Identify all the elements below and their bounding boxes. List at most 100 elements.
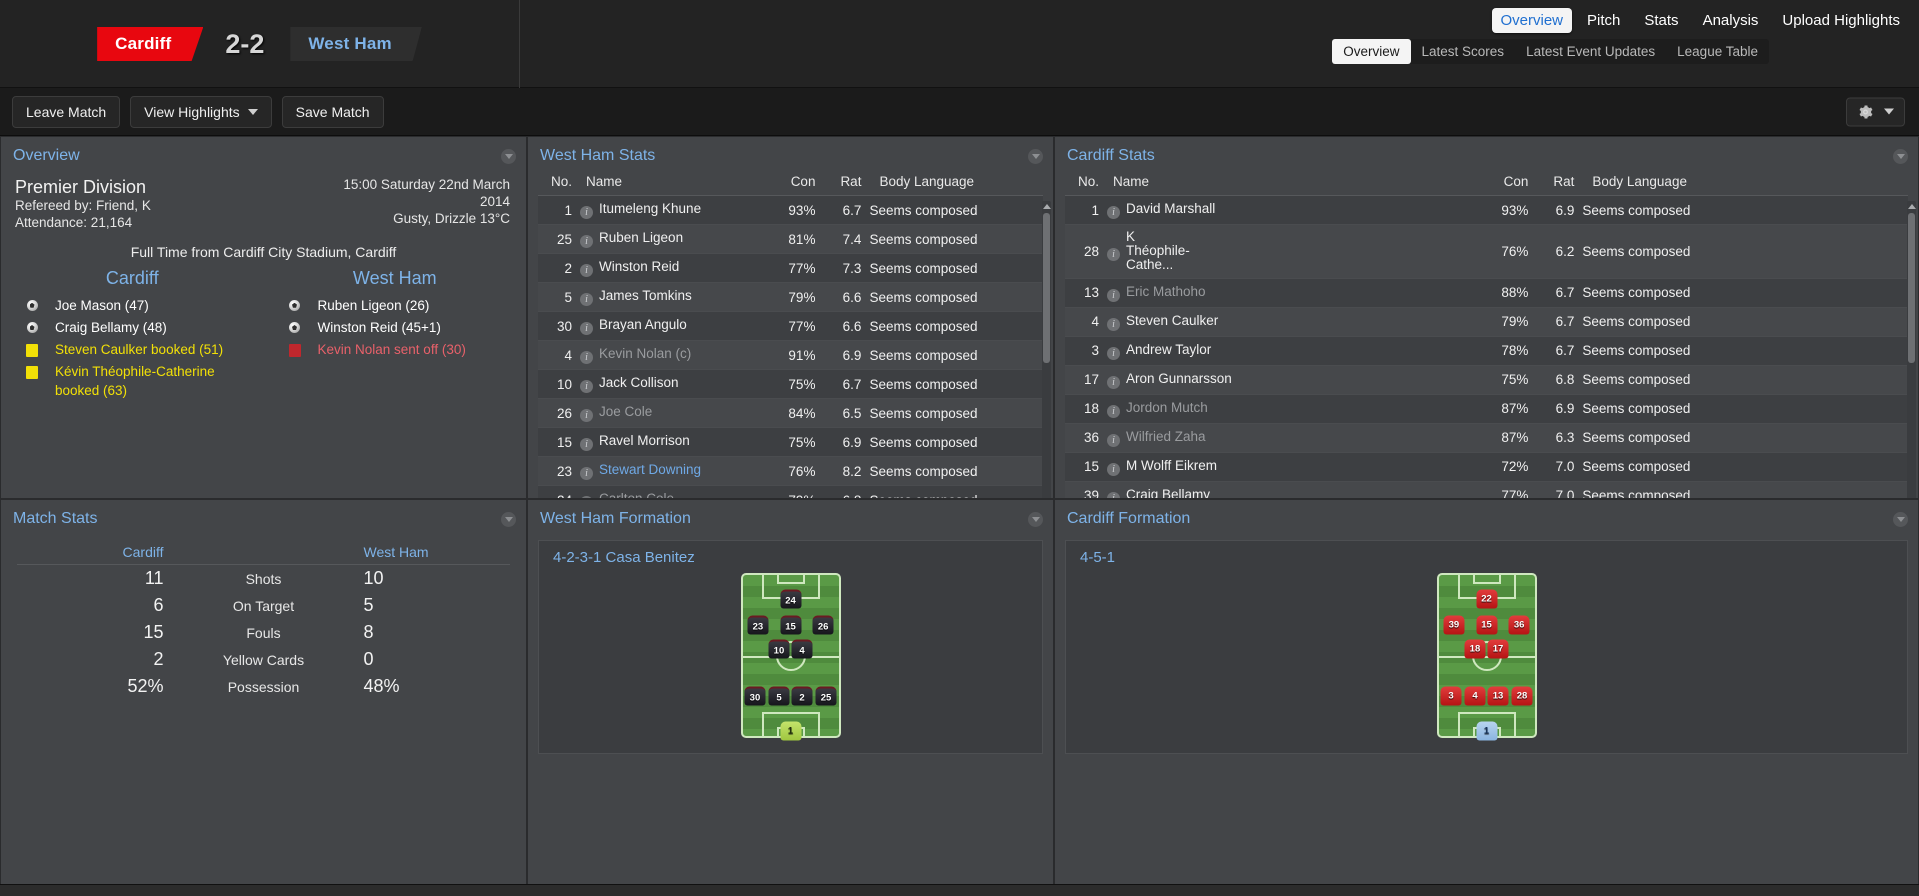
table-row[interactable]: 1 i David Marshall 93% 6.9 Seems composed [1065, 195, 1908, 225]
table-row[interactable]: 10 i Jack Collison 75% 6.7 Seems composed [538, 369, 1043, 399]
table-row[interactable]: 4 i Steven Caulker 79% 6.7 Seems composed [1065, 307, 1908, 337]
row-player-name[interactable]: i Winston Reid [576, 253, 774, 283]
player-shirt[interactable]: 22 [1476, 589, 1497, 609]
col-body-language[interactable]: Body Language [865, 171, 1043, 196]
col-name[interactable]: Name [1103, 171, 1487, 196]
scroll-thumb[interactable] [1908, 213, 1915, 363]
info-icon[interactable]: i [580, 293, 593, 306]
table-row[interactable]: 2 i Winston Reid 77% 7.3 Seems composed [538, 253, 1043, 283]
list-item[interactable]: Steven Caulker booked (51) [9, 339, 256, 361]
row-player-name[interactable]: i Jack Collison [576, 369, 774, 399]
table-row[interactable]: 1 i Itumeleng Khune 93% 6.7 Seems composed [538, 195, 1043, 225]
west-ham-scrollbar[interactable] [1042, 201, 1051, 498]
row-player-name[interactable]: i David Marshall [1103, 195, 1487, 225]
nav-overview[interactable]: Overview [1491, 8, 1573, 33]
info-icon[interactable]: i [1107, 288, 1120, 302]
info-icon[interactable]: i [580, 438, 593, 451]
col-no[interactable]: No. [538, 171, 576, 196]
row-player-name[interactable]: i Craig Bellamy [1103, 481, 1487, 498]
scroll-up-icon[interactable] [1042, 201, 1051, 211]
view-highlights-button[interactable]: View Highlights [130, 95, 272, 128]
player-shirt[interactable]: 39 [1443, 615, 1465, 635]
table-row[interactable]: 4 i Kevin Nolan (c) 91% 6.9 Seems composed [538, 340, 1043, 370]
table-row[interactable]: 13 i Eric Mathoho 88% 6.7 Seems composed [1065, 278, 1908, 308]
cardiff-stats-collapse-button[interactable] [1893, 149, 1908, 164]
player-shirt[interactable]: 26 [812, 615, 834, 635]
player-shirt[interactable]: 24 [780, 589, 801, 609]
row-player-name[interactable]: i Stewart Downing [576, 456, 774, 486]
info-icon[interactable]: i [1107, 404, 1120, 418]
nav-pitch[interactable]: Pitch [1587, 12, 1621, 29]
settings-chevron-down-icon[interactable] [1884, 108, 1894, 115]
row-player-name[interactable]: i Ruben Ligeon [576, 224, 774, 254]
subnav-overview[interactable]: Overview [1332, 39, 1411, 64]
list-item[interactable]: Winston Reid (45+1) [272, 317, 519, 339]
row-player-name[interactable]: i Kevin Nolan (c) [576, 340, 774, 370]
player-shirt[interactable]: 25 [815, 686, 837, 706]
info-icon[interactable]: i [1107, 433, 1120, 447]
info-icon[interactable]: i [580, 380, 593, 393]
player-shirt[interactable]: 4 [1464, 686, 1486, 706]
cardiff-formation-collapse-button[interactable] [1893, 512, 1908, 527]
cardiff-scrollbar[interactable] [1907, 201, 1916, 498]
player-shirt[interactable]: 18 [1464, 639, 1486, 659]
list-item[interactable]: Kevin Nolan sent off (30) [272, 339, 519, 361]
info-icon[interactable]: i [1107, 317, 1120, 331]
cardiff-pitch[interactable]: 22 39 15 36 18 17 3 4 13 28 1 [1436, 573, 1537, 741]
table-row[interactable]: 15 i Ravel Morrison 75% 6.9 Seems composed [538, 427, 1043, 457]
subnav-latest-scores[interactable]: Latest Scores [1421, 44, 1505, 59]
row-player-name[interactable]: i Andrew Taylor [1103, 336, 1487, 366]
col-rat[interactable]: Rat [1532, 171, 1579, 196]
player-shirt[interactable]: 3 [1440, 686, 1462, 706]
table-row[interactable]: 5 i James Tomkins 79% 6.6 Seems composed [538, 282, 1043, 312]
player-shirt[interactable]: 23 [747, 615, 769, 635]
table-row[interactable]: 39 i Craig Bellamy 77% 7.0 Seems composed [1065, 481, 1908, 498]
player-shirt[interactable]: 1 [1476, 721, 1497, 741]
player-shirt[interactable]: 2 [791, 686, 813, 706]
row-player-name[interactable]: iCarlton Cole [576, 485, 774, 498]
player-shirt[interactable]: 15 [1476, 615, 1497, 635]
player-shirt[interactable]: 13 [1487, 686, 1509, 706]
row-player-name[interactable]: i Eric Mathoho [1103, 278, 1487, 308]
col-con[interactable]: Con [1486, 171, 1533, 196]
list-item[interactable]: Joe Mason (47) [9, 295, 256, 317]
leave-match-button[interactable]: Leave Match [12, 95, 121, 128]
info-icon[interactable]: i [580, 322, 593, 335]
table-row[interactable]: 36 i Wilfried Zaha 87% 6.3 Seems composed [1065, 423, 1908, 453]
player-shirt[interactable]: 15 [780, 615, 801, 635]
row-player-name[interactable]: i Joe Cole [576, 398, 774, 428]
row-player-name[interactable]: i Itumeleng Khune [576, 195, 774, 225]
save-match-button[interactable]: Save Match [281, 95, 384, 128]
nav-upload-highlights[interactable]: Upload Highlights [1782, 12, 1900, 29]
info-icon[interactable]: i [1107, 491, 1120, 498]
player-shirt[interactable]: 28 [1511, 686, 1533, 706]
info-icon[interactable]: i [580, 496, 593, 498]
west-ham-pitch[interactable]: 24 23 15 26 10 4 30 5 2 25 1 [740, 573, 841, 741]
col-rat[interactable]: Rat [819, 171, 866, 196]
info-icon[interactable]: i [580, 351, 593, 364]
list-item[interactable]: Kévin Théophile-Catherine booked (63) [9, 361, 256, 401]
col-name[interactable]: Name [576, 171, 774, 196]
settings-button[interactable] [1846, 97, 1905, 126]
info-icon[interactable]: i [580, 206, 593, 219]
table-row[interactable]: 30 i Brayan Angulo 77% 6.6 Seems composed [538, 311, 1043, 341]
player-shirt[interactable]: 30 [744, 686, 766, 706]
info-icon[interactable]: i [580, 264, 593, 277]
row-player-name[interactable]: i Wilfried Zaha [1103, 423, 1487, 453]
player-shirt[interactable]: 5 [768, 686, 790, 706]
subnav-latest-event-updates[interactable]: Latest Event Updates [1526, 44, 1656, 59]
player-shirt[interactable]: 17 [1487, 639, 1509, 659]
away-team-tab[interactable]: West Ham [290, 27, 422, 61]
list-item[interactable]: Craig Bellamy (48) [9, 317, 256, 339]
list-item[interactable]: Ruben Ligeon (26) [272, 295, 519, 317]
table-row[interactable]: 28 iK Théophile-Cathe... 76% 6.2 Seems compos… [1065, 224, 1908, 279]
table-row[interactable]: 26 i Joe Cole 84% 6.5 Seems composed [538, 398, 1043, 428]
table-row[interactable]: 25 i Ruben Ligeon 81% 7.4 Seems composed [538, 224, 1043, 254]
player-shirt[interactable]: 1 [780, 721, 801, 741]
col-no[interactable]: No. [1065, 171, 1103, 196]
row-player-name[interactable]: iK Théophile-Cathe... [1103, 224, 1487, 279]
west-ham-formation-collapse-button[interactable] [1028, 512, 1043, 527]
nav-analysis[interactable]: Analysis [1702, 12, 1759, 29]
